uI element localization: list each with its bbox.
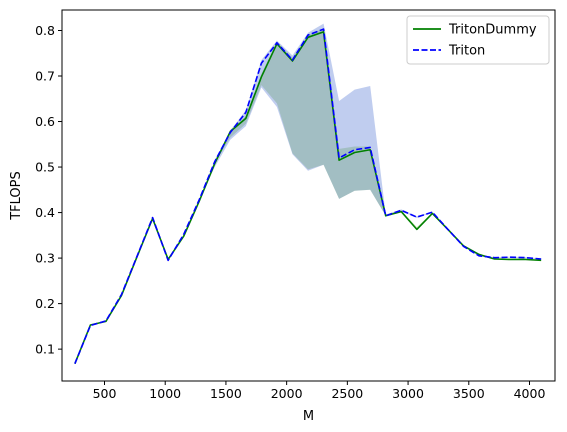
y-axis-ticks: 0.1 0.2 0.3 0.4 0.5 0.6 0.7 0.8 — [35, 23, 62, 357]
series-lines — [74, 28, 542, 365]
confidence-bands — [74, 23, 542, 364]
y-tick-label: 0.1 — [35, 342, 55, 357]
band-tritondummy — [74, 28, 542, 364]
y-tick-label: 0.4 — [35, 205, 55, 220]
series-line-triton — [74, 28, 542, 365]
y-tick-label: 0.5 — [35, 160, 55, 175]
x-tick-label: 3000 — [392, 386, 424, 401]
legend-label-triton: Triton — [448, 44, 485, 59]
y-tick-label: 0.3 — [35, 251, 55, 266]
x-tick-label: 4000 — [514, 386, 546, 401]
legend-box — [406, 15, 550, 65]
y-axis-label: TFLOPS — [9, 171, 24, 221]
legend: TritonDummy Triton — [406, 15, 550, 65]
x-tick-label: 2500 — [331, 386, 363, 401]
x-tick-label: 2000 — [271, 386, 303, 401]
x-tick-label: 1500 — [210, 386, 242, 401]
x-tick-label: 1000 — [149, 386, 181, 401]
x-tick-label: 500 — [93, 386, 117, 401]
x-tick-label: 3500 — [453, 386, 485, 401]
x-axis-label: M — [303, 409, 314, 424]
y-tick-label: 0.6 — [35, 114, 55, 129]
x-axis-ticks: 500 1000 1500 2000 2500 3000 3500 4000 — [93, 381, 546, 401]
y-tick-label: 0.8 — [35, 23, 55, 38]
y-tick-label: 0.2 — [35, 296, 55, 311]
plot-frame — [61, 9, 556, 382]
band-triton — [74, 23, 542, 364]
legend-label-tritondummy: TritonDummy — [448, 23, 537, 38]
y-tick-label: 0.7 — [35, 69, 55, 84]
